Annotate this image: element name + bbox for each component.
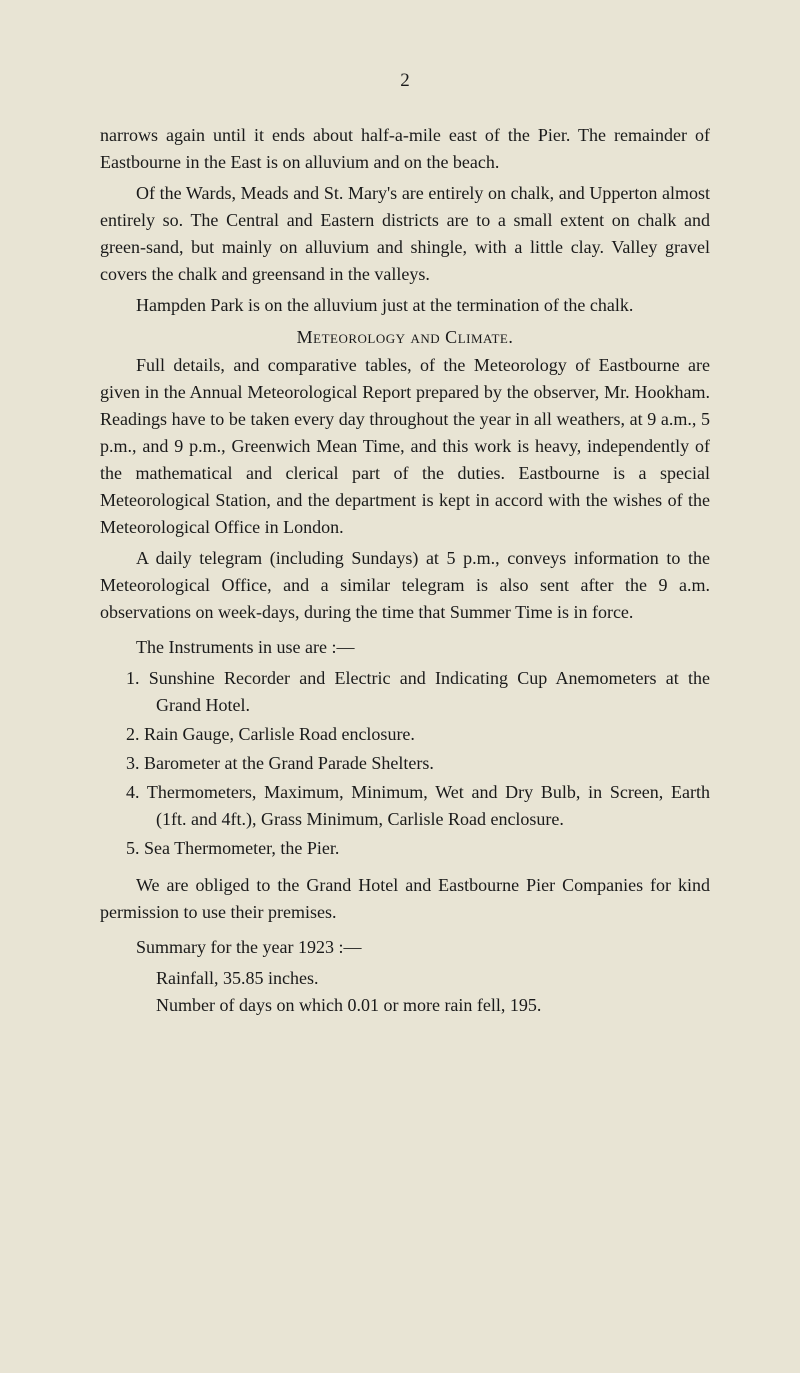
list-item-5: 5. Sea Thermometer, the Pier. bbox=[100, 835, 710, 862]
paragraph-6: We are obliged to the Grand Hotel and Ea… bbox=[100, 872, 710, 926]
summary-intro: Summary for the year 1923 :— bbox=[100, 934, 710, 961]
summary-rainfall: Rainfall, 35.85 inches. bbox=[100, 965, 710, 992]
paragraph-2: Of the Wards, Meads and St. Mary's are e… bbox=[100, 180, 710, 288]
page-number: 2 bbox=[100, 70, 710, 92]
list-item-4: 4. Thermometers, Maximum, Minimum, Wet a… bbox=[100, 779, 710, 833]
list-item-3: 3. Barometer at the Grand Parade Shelter… bbox=[100, 750, 710, 777]
list-item-2: 2. Rain Gauge, Carlisle Road enclosure. bbox=[100, 721, 710, 748]
paragraph-1: narrows again until it ends about half-a… bbox=[100, 122, 710, 176]
summary-rain-days: Number of days on which 0.01 or more rai… bbox=[100, 992, 710, 1019]
instruments-list-intro: The Instruments in use are :— bbox=[100, 634, 710, 661]
list-item-1: 1. Sunshine Recorder and Electric and In… bbox=[100, 665, 710, 719]
section-heading-meteorology: Meteorology and Climate. bbox=[100, 327, 710, 348]
paragraph-3: Hampden Park is on the alluvium just at … bbox=[100, 292, 710, 319]
paragraph-5: A daily telegram (including Sundays) at … bbox=[100, 545, 710, 626]
paragraph-4: Full details, and comparative tables, of… bbox=[100, 352, 710, 541]
